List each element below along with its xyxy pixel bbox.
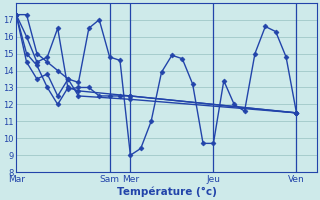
X-axis label: Température (°c): Température (°c)	[117, 187, 217, 197]
